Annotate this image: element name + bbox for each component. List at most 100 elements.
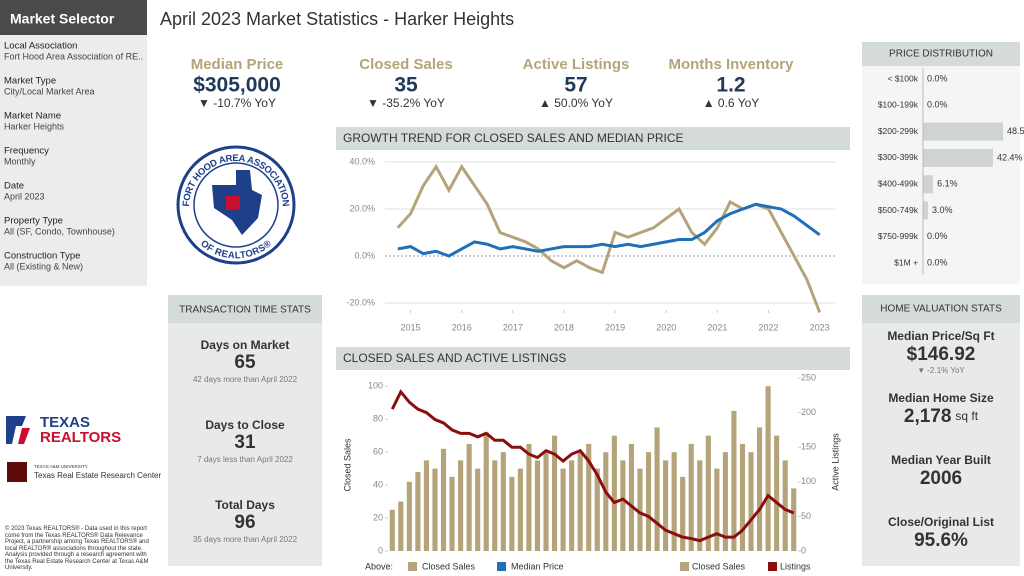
legend-swatch xyxy=(408,562,417,571)
hv-panel xyxy=(862,295,1020,566)
legend-title: Above: xyxy=(365,561,393,571)
bar xyxy=(415,471,421,551)
y-tick-label: 60 xyxy=(373,447,383,457)
bar xyxy=(449,476,455,551)
y2-tick-label: 150 xyxy=(801,442,816,452)
tr-mark xyxy=(18,428,30,444)
hv-value: $146.92 xyxy=(907,344,976,365)
bar xyxy=(398,501,404,551)
hv-label: Median Home Size xyxy=(888,391,994,405)
footnote: © 2023 Texas REALTORS® - Data used in th… xyxy=(5,526,149,571)
bar xyxy=(654,427,660,551)
bar xyxy=(466,443,472,551)
kpi-change: ▼ -35.2% YoY xyxy=(367,96,445,110)
field-value: Harker Heights xyxy=(4,121,65,131)
bar xyxy=(722,452,728,551)
bar-label: 0.0% xyxy=(927,73,948,83)
line xyxy=(390,389,795,543)
field-label: Market Name xyxy=(4,111,61,122)
bar xyxy=(923,122,1004,141)
tx-title: TRANSACTION TIME STATS xyxy=(179,305,311,316)
bar xyxy=(697,460,703,551)
bar xyxy=(645,452,652,551)
tx-header xyxy=(168,295,322,323)
pd-category: $400-499k xyxy=(878,178,919,188)
x-tick-label: 2017 xyxy=(503,322,523,332)
bar xyxy=(688,443,694,551)
field-label: Frequency xyxy=(4,146,49,157)
combo-title: CLOSED SALES AND ACTIVE LISTINGS xyxy=(343,351,566,365)
y-tick-label: 20 xyxy=(373,512,383,522)
stat-note: 7 days less than April 2022 xyxy=(197,455,293,464)
bar xyxy=(748,452,754,551)
legend-label: Median Price xyxy=(511,561,564,571)
kpi-value: $305,000 xyxy=(193,74,281,97)
y-tick-label: -20.0% xyxy=(346,297,375,307)
bar xyxy=(543,452,549,551)
y2-axis-label: Active Listings xyxy=(830,433,840,491)
x-tick-label: 2022 xyxy=(759,322,779,332)
logo-flag xyxy=(226,196,240,210)
legend-swatch xyxy=(680,562,689,571)
x-tick-label: 2021 xyxy=(707,322,727,332)
bar xyxy=(432,468,438,551)
bar xyxy=(680,476,686,551)
growth-title: GROWTH TREND FOR CLOSED SALES AND MEDIAN… xyxy=(343,131,684,145)
kpi-value: 1.2 xyxy=(716,74,745,97)
bar xyxy=(577,452,583,551)
y2-tick-label: 200 xyxy=(801,407,816,417)
x-tick-label: 2018 xyxy=(554,322,574,332)
kpi-label: Months Inventory xyxy=(668,56,794,73)
kpi-value: 57 xyxy=(564,74,587,97)
x-tick-label: 2020 xyxy=(656,322,676,332)
hv-number: $146.92 xyxy=(907,344,976,365)
kpi-label: Closed Sales xyxy=(359,56,452,73)
hv-header xyxy=(862,295,1020,323)
x-tick-label: 2015 xyxy=(401,322,421,332)
bar xyxy=(637,468,643,551)
stat-label: Days on Market xyxy=(201,338,290,352)
legend-label: Closed Sales xyxy=(422,561,476,571)
bar xyxy=(628,443,634,551)
legend-swatch xyxy=(497,562,506,571)
sidebar-title: Market Selector xyxy=(10,11,115,27)
kpi-change: ▲ 50.0% YoY xyxy=(539,96,613,110)
pd-category: < $100k xyxy=(888,73,919,83)
bar xyxy=(569,460,575,551)
field-label: Date xyxy=(4,181,24,192)
field-value: Monthly xyxy=(4,156,36,166)
hv-unit: sq ft xyxy=(955,409,978,423)
bar xyxy=(440,448,447,551)
field-value: Fort Hood Area Association of RE.. xyxy=(4,51,143,61)
bar xyxy=(586,443,592,551)
line xyxy=(396,163,822,313)
stat-value: 65 xyxy=(234,352,256,373)
bar xyxy=(739,443,746,551)
field-label: Construction Type xyxy=(4,251,80,262)
y-tick-label: 0.0% xyxy=(354,250,375,260)
bar xyxy=(458,460,464,551)
x-tick-label: 2023 xyxy=(810,322,830,332)
bar xyxy=(500,452,506,551)
y-axis-label: Closed Sales xyxy=(342,438,352,492)
y-tick-label: 40.0% xyxy=(349,156,375,166)
pd-header xyxy=(862,42,1020,66)
bar-label: 6.1% xyxy=(937,179,958,189)
bar xyxy=(611,435,617,551)
tr-line2: REALTORS xyxy=(40,429,121,446)
bar-label: 0.0% xyxy=(927,100,948,110)
legend-label: Closed Sales xyxy=(692,561,746,571)
sidebar-panel xyxy=(0,35,147,286)
kpi-change: ▲ 0.6 YoY xyxy=(703,96,760,110)
y2-tick-label: 250 xyxy=(801,372,816,382)
y2-tick-label: 100 xyxy=(801,476,816,486)
bar-label: 0.0% xyxy=(927,231,948,241)
kpi-change: ▼ -10.7% YoY xyxy=(198,96,276,110)
field-value: All (SF, Condo, Townhouse) xyxy=(4,226,115,236)
hv-note: ▼ -2.1% YoY xyxy=(917,366,965,375)
tx-panel xyxy=(168,295,322,566)
growth-header xyxy=(336,127,850,150)
bar xyxy=(663,460,669,551)
field-label: Market Type xyxy=(4,76,56,87)
